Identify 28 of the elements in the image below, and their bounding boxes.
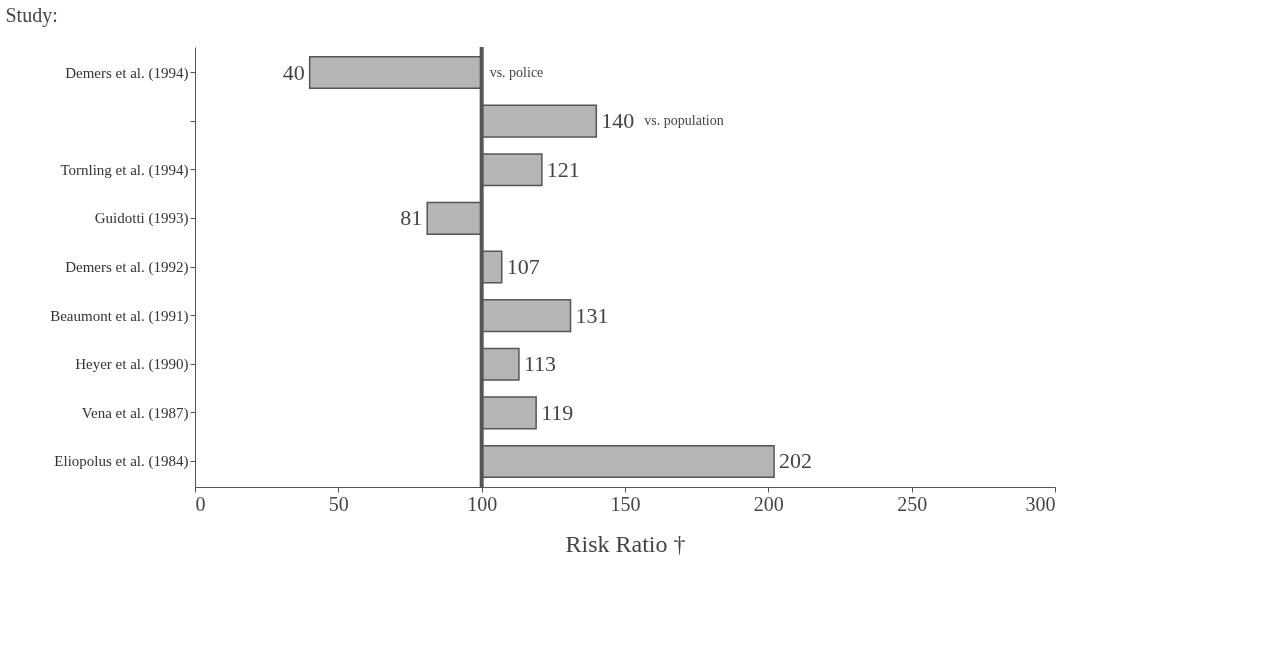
y-tick-label: Tornling et al. (1994) [60,161,189,179]
y-tick-label: Eliopolus et al. (1984) [54,453,189,471]
data-label: 140 [601,108,635,134]
data-label: 202 [779,448,813,474]
y-tick-label: Beaumont et al. (1991) [50,307,189,325]
y-tick-label: Vena et al. (1987) [81,404,189,422]
y-tick-label: Demers et al. (1992) [65,259,189,276]
data-label: 119 [541,399,574,425]
annotation: vs. population [644,113,724,129]
y-tick-label: Heyer et al. (1990) [75,356,189,374]
x-tick-label: 150 [610,492,641,515]
x-tick-label: 100 [467,492,498,515]
x-tick-label: 250 [897,492,928,515]
annotation: vs. police [489,64,544,80]
x-tick-label: 200 [753,492,784,515]
x-tick-label: 50 [328,492,349,515]
data-label: 113 [523,351,557,377]
data-label: 81 [400,205,423,231]
x-tick-label: 0 [195,492,206,515]
x-axis-title: Risk Ratio † [565,530,686,557]
y-tick-label: Guidotti (1993) [94,210,189,228]
data-label: 40 [282,59,305,85]
y-axis-title: Study: [5,3,58,27]
data-label: 107 [506,254,540,279]
y-tick-label: Demers et al. (1994) [65,64,189,82]
x-tick-label: 300 [1025,492,1056,515]
data-label: 121 [546,156,580,182]
data-label: 131 [575,302,609,328]
